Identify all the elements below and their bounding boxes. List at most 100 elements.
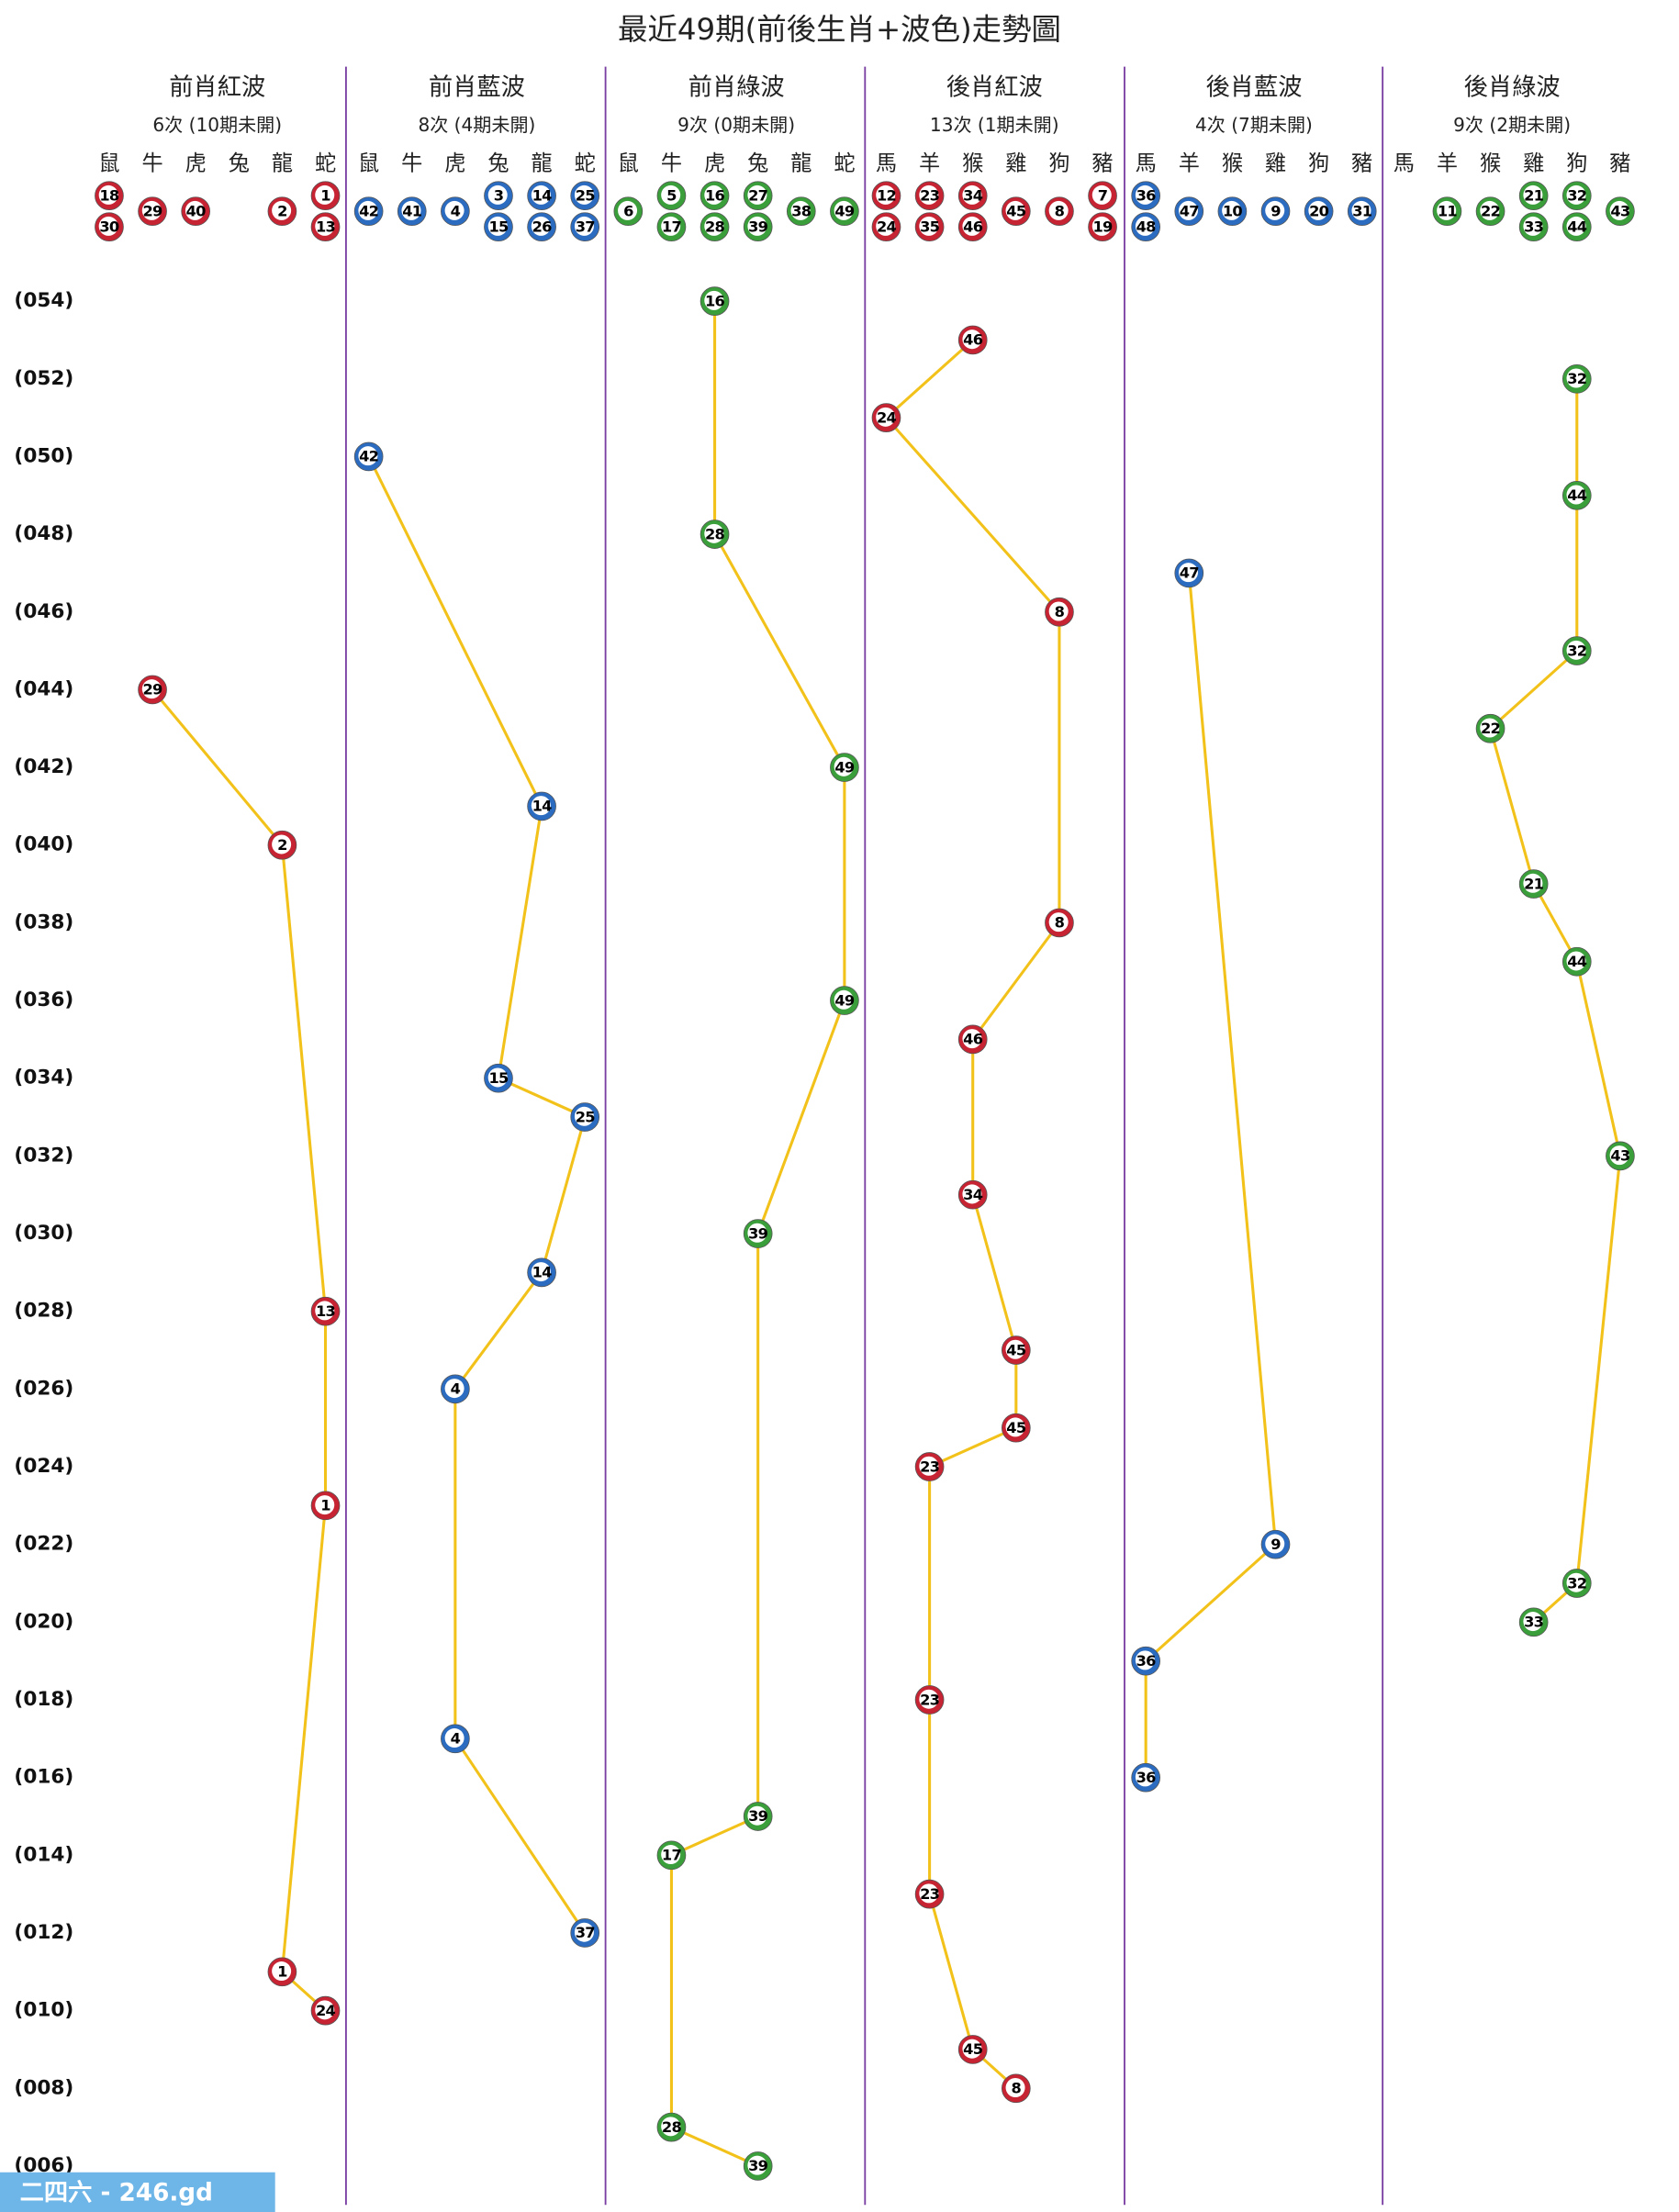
- draw-ball-number: 23: [920, 1458, 939, 1475]
- draw-ball-number: 47: [1180, 564, 1199, 582]
- zodiac-label: 狗: [1048, 151, 1069, 176]
- header-ball: 9: [1260, 196, 1291, 227]
- zodiac-label: 雞: [1523, 151, 1544, 176]
- draw-ball: 23: [914, 1879, 945, 1909]
- header-ball: 18: [95, 181, 124, 211]
- zodiac-label: 狗: [1566, 151, 1587, 176]
- draw-ball-face: [141, 679, 162, 699]
- draw-ball-face: [1566, 368, 1586, 388]
- draw-ball-face: [444, 1379, 465, 1399]
- draw-ball-face: [1265, 1534, 1285, 1554]
- panel-summary: 8次 (4期未開): [418, 114, 535, 136]
- header-ball: 36: [1131, 181, 1161, 211]
- header-ball: 24: [871, 212, 901, 242]
- header-ball-face: [531, 184, 551, 205]
- draw-ball: 37: [570, 1918, 600, 1948]
- draw-ball: 24: [310, 1995, 341, 2026]
- header-ball-face: [401, 200, 421, 220]
- header-ball-number: 49: [834, 202, 855, 219]
- trend-line: [367, 455, 588, 1934]
- draw-ball-face: [747, 1805, 767, 1826]
- draw-ball: 34: [957, 1179, 988, 1210]
- draw-ball-number: 33: [1524, 1614, 1543, 1631]
- y-tick-label: (054): [14, 289, 73, 312]
- header-ball-number: 13: [316, 218, 335, 235]
- draw-ball: 8: [1045, 597, 1074, 627]
- draw-ball-number: 9: [1270, 1536, 1281, 1553]
- header-ball-number: 45: [1006, 202, 1026, 219]
- header-ball: 29: [138, 196, 167, 227]
- header-ball-face: [487, 184, 508, 205]
- y-tick-label: (042): [14, 755, 73, 778]
- header-ball: 4: [441, 196, 470, 227]
- header-ball-number: 8: [1055, 202, 1065, 219]
- zodiac-label: 兔: [487, 151, 509, 176]
- header-ball-number: 21: [1524, 186, 1544, 204]
- header-ball-face: [1523, 184, 1543, 205]
- header-ball: 21: [1518, 181, 1549, 211]
- draw-ball-face: [272, 834, 292, 855]
- draw-ball: 8: [1045, 908, 1074, 938]
- draw-ball-number: 45: [1006, 1341, 1026, 1358]
- zodiac-label: 虎: [444, 151, 465, 176]
- draw-ball-face: [919, 1456, 939, 1476]
- draw-ball-number: 46: [963, 1031, 983, 1048]
- y-tick-label: (046): [14, 600, 73, 623]
- header-ball-face: [704, 216, 724, 236]
- header-ball-face: [962, 184, 982, 205]
- header-ball-number: 4: [451, 202, 461, 219]
- header-ball-face: [1091, 184, 1112, 205]
- header-ball-number: 33: [1524, 218, 1543, 235]
- header-ball-face: [1265, 200, 1285, 220]
- header-ball-number: 48: [1136, 218, 1157, 235]
- y-tick-label: (018): [14, 1688, 73, 1711]
- draw-ball: 14: [527, 1257, 556, 1288]
- draw-ball-face: [1005, 1417, 1025, 1437]
- zodiac-label: 兔: [229, 151, 250, 176]
- header-ball-number: 37: [576, 218, 595, 235]
- header-ball-number: 41: [402, 202, 422, 219]
- draw-ball-face: [315, 2000, 335, 2020]
- header-ball: 19: [1088, 212, 1117, 242]
- draw-ball-face: [1005, 2078, 1025, 2098]
- draw-ball-face: [272, 1961, 292, 1982]
- draw-ball-face: [1480, 718, 1500, 738]
- header-ball-face: [661, 216, 681, 236]
- panel-title: 後肖藍波: [1205, 73, 1302, 101]
- draw-ball-number: 25: [576, 1108, 596, 1125]
- draw-ball-number: 37: [576, 1924, 595, 1941]
- header-ball-face: [747, 184, 767, 205]
- header-ball-number: 28: [705, 218, 725, 235]
- watermark: 二四六 - 246.gd: [20, 2179, 213, 2206]
- draw-ball-face: [487, 1067, 508, 1088]
- header-ball-face: [531, 216, 551, 236]
- draw-ball-face: [747, 1223, 767, 1243]
- header-ball-face: [1091, 216, 1112, 236]
- header-ball: 2: [267, 196, 297, 227]
- draw-ball: 45: [1001, 1335, 1031, 1365]
- header-ball-number: 15: [488, 218, 509, 235]
- y-tick-label: (008): [14, 2076, 73, 2099]
- header-ball-number: 10: [1223, 202, 1243, 219]
- header-ball-number: 27: [748, 186, 767, 204]
- draw-ball-number: 32: [1567, 642, 1586, 659]
- zodiac-label: 牛: [141, 151, 162, 176]
- header-ball-number: 36: [1136, 186, 1157, 204]
- zodiac-label: 馬: [1394, 151, 1415, 176]
- draw-ball-face: [1566, 1572, 1586, 1592]
- panel-title: 前肖綠波: [688, 73, 785, 101]
- draw-ball-face: [919, 1883, 939, 1904]
- header-ball-number: 23: [920, 186, 939, 204]
- draw-ball-number: 32: [1567, 370, 1586, 387]
- header-ball-face: [661, 184, 681, 205]
- draw-ball-number: 44: [1567, 486, 1587, 504]
- draw-ball-face: [1179, 563, 1199, 583]
- header-ball-number: 38: [791, 202, 812, 219]
- header-ball-face: [574, 216, 594, 236]
- zodiac-label: 狗: [1308, 151, 1329, 176]
- header-ball-number: 43: [1610, 202, 1629, 219]
- draw-ball: 17: [656, 1840, 687, 1871]
- header-ball: 41: [397, 196, 427, 227]
- draw-ball-face: [919, 1689, 939, 1709]
